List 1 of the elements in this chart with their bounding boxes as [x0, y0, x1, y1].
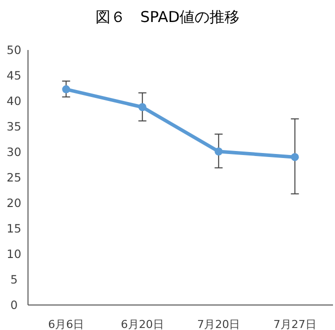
title: 図６ SPAD値の推移 — [95, 8, 240, 26]
